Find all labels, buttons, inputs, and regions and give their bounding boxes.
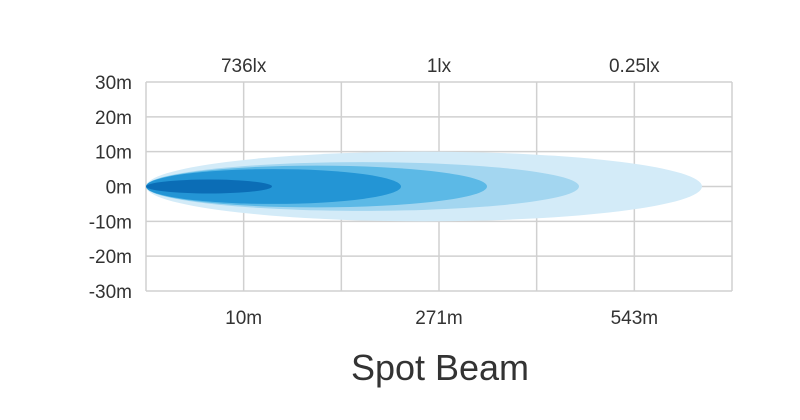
y-tick-label: 20m bbox=[95, 108, 132, 129]
lux-label: 0.25lx bbox=[609, 56, 660, 77]
x-distance-label: 271m bbox=[415, 308, 463, 329]
beam-zones bbox=[146, 151, 702, 222]
x-distance-label: 543m bbox=[611, 308, 659, 329]
y-tick-label: -30m bbox=[89, 282, 132, 303]
lux-label: 1lx bbox=[427, 56, 452, 77]
y-tick-label: 30m bbox=[95, 73, 132, 94]
y-tick-label: -10m bbox=[89, 212, 132, 233]
beam-zone bbox=[146, 169, 401, 204]
y-tick-label: -20m bbox=[89, 247, 132, 268]
beam-zone bbox=[146, 179, 272, 194]
lux-label: 736lx bbox=[221, 56, 267, 77]
y-tick-label: 0m bbox=[106, 178, 132, 199]
x-distance-label: 10m bbox=[225, 308, 262, 329]
chart-title: Spot Beam bbox=[351, 347, 529, 388]
axis-labels: 30m 20m 10m 0m -10m -20m -30m 10m 271m 543m 736lx 1… bbox=[89, 56, 660, 329]
y-tick-label: 10m bbox=[95, 143, 132, 164]
